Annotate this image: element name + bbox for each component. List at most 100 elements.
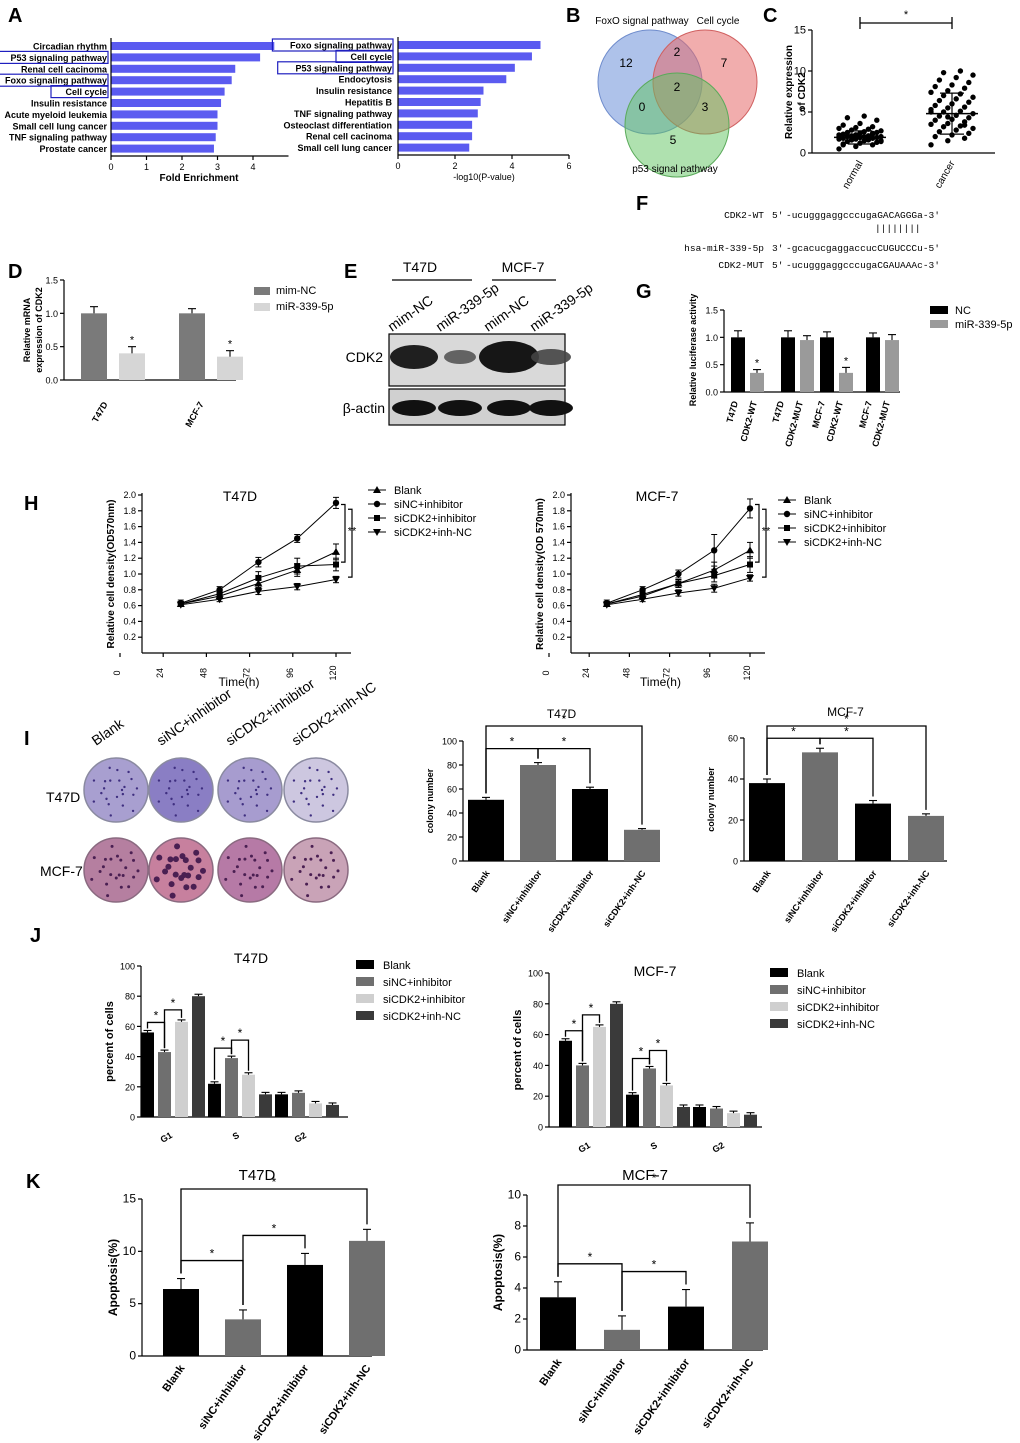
- colony-dot: [292, 779, 296, 782]
- pathway-label: Renal cell cacinoma: [306, 132, 393, 142]
- colony-plate: [283, 837, 349, 903]
- b01-sig: *: [210, 1247, 215, 1261]
- b03-bracket: [766, 725, 927, 810]
- bar-Blank: [749, 783, 785, 861]
- K1-y-tick-label: 5: [129, 1296, 136, 1310]
- colony-dot: [167, 787, 171, 790]
- sequence-end: 3': [772, 243, 783, 254]
- x-tick-label: MCF-7: [810, 400, 827, 429]
- pathway-label: Small cell lung cancer: [12, 121, 107, 131]
- data-point: [932, 133, 938, 140]
- colony-dot: [237, 857, 241, 861]
- y-axis-label: Relative mRNA: [22, 297, 32, 362]
- b01-sig: *: [510, 735, 515, 749]
- kegg-bar: [111, 121, 218, 130]
- blot-group-label: MCF-7: [502, 259, 545, 275]
- sequence: -ucugggaggcccugaCGAUAAAc-3': [786, 260, 940, 271]
- x-tick-label: 96: [702, 668, 712, 678]
- J2-y-tick-label: 60: [533, 1030, 543, 1040]
- colony-dot: [249, 854, 253, 858]
- b12-bracket: [537, 747, 591, 784]
- J2-y-tick-label: 0: [538, 1123, 543, 1133]
- b03-bracket: [180, 1188, 368, 1274]
- pathway-label: Prostate cancer: [39, 144, 107, 154]
- x-tick-label: 0: [108, 162, 113, 172]
- sig-marker: *: [228, 339, 233, 351]
- venn-set-label: FoxO signal pathway: [595, 16, 688, 27]
- sig-marker: **: [348, 526, 357, 538]
- kegg-bar: [111, 42, 275, 50]
- colony-dot: [336, 869, 340, 873]
- sequence-name: CDK2-WT: [724, 210, 764, 221]
- colony-dot: [110, 844, 114, 848]
- legend-marker: [373, 500, 381, 508]
- series-line-siNC+inhibitor: [606, 508, 751, 604]
- y-tick-label: 1.6: [552, 522, 565, 532]
- legend-label: Blank: [383, 960, 411, 972]
- y-tick-label: 1.0: [123, 569, 136, 579]
- colony-dot: [156, 854, 163, 861]
- j-b12-bracket: [230, 1039, 250, 1071]
- x-axis-label: Time(h): [219, 675, 260, 689]
- colony-dot: [255, 792, 259, 796]
- sequence: -ucugggaggcccugaGACAGGGa-3': [786, 210, 940, 221]
- y-tick-label: 1.2: [552, 553, 565, 563]
- data-point: [865, 135, 872, 141]
- colony-dot: [317, 873, 321, 877]
- colony-dot: [240, 894, 244, 898]
- colony-dot: [180, 795, 184, 799]
- colony-dot: [236, 787, 240, 790]
- x-tick-label: Blank: [537, 1356, 565, 1388]
- c-y-tick-label: 0: [800, 148, 806, 160]
- colony-dot: [182, 857, 189, 864]
- sig-bracket: [762, 508, 767, 578]
- colony-dot: [327, 770, 330, 774]
- data-point: [861, 113, 867, 119]
- colony-dot: [301, 865, 305, 869]
- y-tick-label: 0.8: [552, 585, 565, 595]
- colony-dot: [130, 777, 133, 781]
- chart-title: T47D: [223, 488, 257, 504]
- colony-dot: [135, 787, 139, 790]
- colony-dot: [224, 877, 228, 881]
- data-point: [936, 113, 943, 119]
- data-point: [254, 588, 263, 596]
- y-axis-label: colony number: [425, 768, 435, 833]
- legend-marker: [373, 529, 381, 536]
- colony-dot: [109, 779, 112, 782]
- data-point: [940, 124, 947, 130]
- lane-label: mim-NC: [385, 292, 436, 335]
- colony-dot: [332, 875, 336, 879]
- bar-Blank: [559, 1040, 572, 1127]
- b03-sig: *: [652, 1171, 657, 1185]
- bar-siCDK2+inh-NC: [744, 1114, 757, 1127]
- colony-dot: [100, 791, 103, 795]
- I2-y-tick-label: 20: [728, 816, 738, 826]
- colony-dot: [165, 863, 172, 870]
- legend-label: siNC+inhibitor: [383, 977, 452, 989]
- data-point: [940, 92, 947, 99]
- x-tick-label: G1: [577, 1140, 592, 1155]
- colony-dot: [132, 875, 136, 879]
- data-point: [844, 138, 851, 145]
- data-point: [639, 586, 646, 593]
- bar-miR-339-5p: [839, 372, 853, 392]
- bar-miR-339-5p: [885, 340, 899, 392]
- x-tick-label: S: [231, 1130, 241, 1142]
- bar-siCDK2+inhibitor: [175, 1021, 188, 1117]
- j-b01-sig: *: [221, 1034, 226, 1048]
- I1-y-tick-label: 20: [447, 833, 457, 843]
- colony-plate: [148, 757, 214, 823]
- data-point: [176, 601, 185, 609]
- colony-dot: [102, 787, 106, 790]
- bar-siNC+inhibitor: [158, 1052, 171, 1117]
- legend-label: siCDK2+inh-NC: [394, 527, 472, 539]
- pathway-label: Foxo signaling pathway: [5, 76, 107, 86]
- x-tick-label: 1: [144, 162, 149, 172]
- legend-label: siNC+inhibitor: [394, 499, 463, 511]
- venn-count: 7: [721, 56, 728, 70]
- colony-dot: [232, 870, 236, 874]
- c-y-tick-label: 10: [794, 66, 806, 78]
